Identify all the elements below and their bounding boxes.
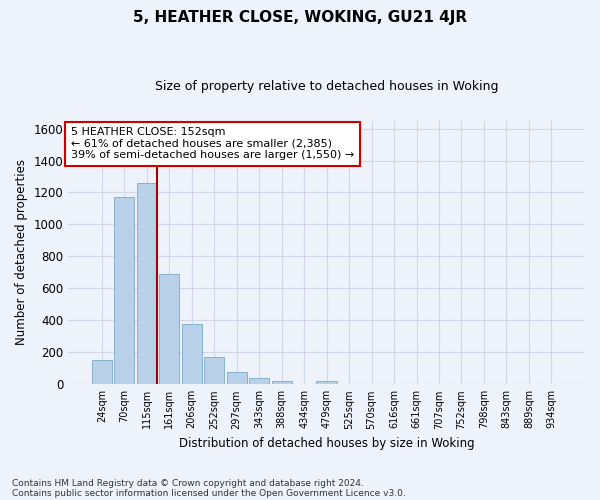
Bar	[272, 381, 292, 384]
Bar	[92, 360, 112, 384]
Bar	[204, 357, 224, 384]
Bar	[159, 274, 179, 384]
Text: Contains public sector information licensed under the Open Government Licence v3: Contains public sector information licen…	[12, 488, 406, 498]
Bar	[316, 381, 337, 384]
Bar	[249, 378, 269, 384]
Text: Contains HM Land Registry data © Crown copyright and database right 2024.: Contains HM Land Registry data © Crown c…	[12, 478, 364, 488]
Bar	[182, 324, 202, 384]
Bar	[227, 372, 247, 384]
X-axis label: Distribution of detached houses by size in Woking: Distribution of detached houses by size …	[179, 437, 475, 450]
Bar	[137, 183, 157, 384]
Title: Size of property relative to detached houses in Woking: Size of property relative to detached ho…	[155, 80, 499, 93]
Text: 5 HEATHER CLOSE: 152sqm
← 61% of detached houses are smaller (2,385)
39% of semi: 5 HEATHER CLOSE: 152sqm ← 61% of detache…	[71, 127, 354, 160]
Bar	[114, 198, 134, 384]
Text: 5, HEATHER CLOSE, WOKING, GU21 4JR: 5, HEATHER CLOSE, WOKING, GU21 4JR	[133, 10, 467, 25]
Y-axis label: Number of detached properties: Number of detached properties	[15, 160, 28, 346]
